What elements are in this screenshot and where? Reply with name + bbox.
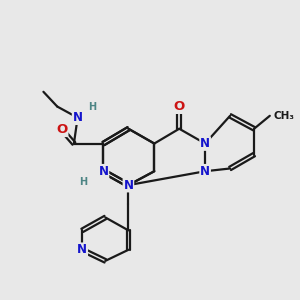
Text: N: N — [98, 165, 109, 178]
Text: N: N — [123, 178, 134, 192]
Text: H: H — [79, 177, 87, 187]
Text: O: O — [174, 100, 185, 113]
Text: N: N — [200, 165, 210, 178]
Text: N: N — [73, 111, 82, 124]
Text: H: H — [88, 102, 97, 112]
Text: N: N — [77, 243, 87, 256]
Text: N: N — [200, 137, 210, 150]
Text: CH₃: CH₃ — [274, 111, 295, 121]
Text: O: O — [56, 123, 68, 136]
